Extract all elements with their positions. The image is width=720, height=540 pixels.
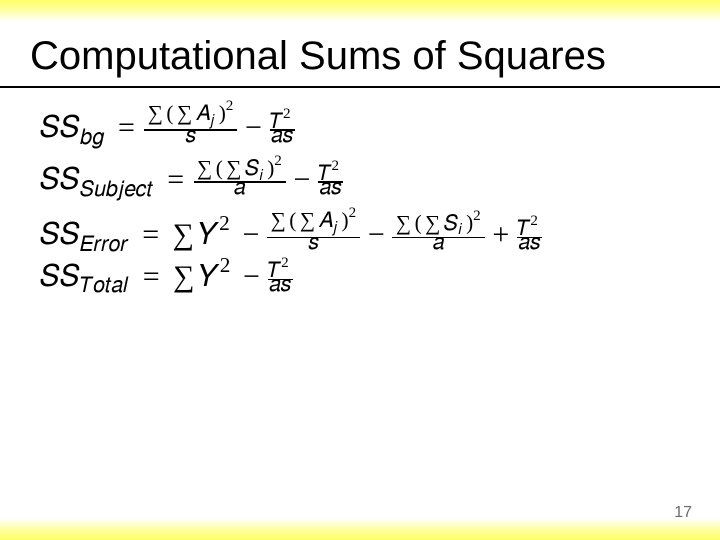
slide-title: Computational Sums of Squares — [30, 34, 690, 79]
equation-ss-bg: SS bg = ∑ (∑Aj) 2 s − T2 as — [40, 100, 690, 149]
top-gradient-band — [0, 0, 720, 22]
equation-ss-subject: SS Subject = ∑ (∑Si) 2 a − T2 a — [40, 155, 690, 201]
title-underline — [0, 86, 720, 88]
equation-ss-error: SS Error = ∑Y2 − ∑ (∑Aj) 2 s − — [40, 207, 690, 251]
page-number: 17 — [674, 504, 692, 522]
equation-ss-total: SS Total = ∑Y2 − T2 as — [40, 257, 690, 293]
equations-block: SS bg = ∑ (∑Aj) 2 s − T2 as — [40, 100, 690, 490]
bottom-gradient-band — [0, 518, 720, 540]
